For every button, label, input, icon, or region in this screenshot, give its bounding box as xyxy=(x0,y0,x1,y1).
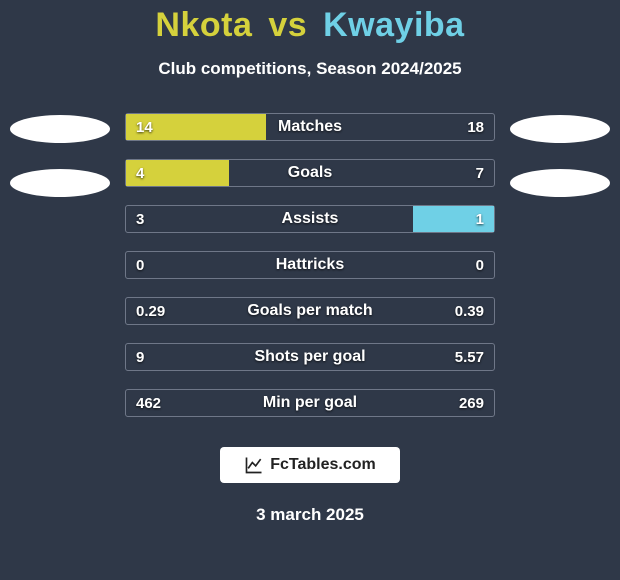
title-player1: Nkota xyxy=(155,6,252,44)
stat-row: 3Assists1 xyxy=(125,205,495,233)
right-logo-column xyxy=(500,113,620,417)
stat-value-right: 5.57 xyxy=(455,344,484,370)
comparison-card: Nkota vs Kwayiba Club competitions, Seas… xyxy=(0,0,620,580)
chart-icon xyxy=(244,455,264,475)
stat-value-right: 269 xyxy=(459,390,484,416)
team-logo-placeholder xyxy=(510,169,610,197)
stat-rows: 14Matches18 4Goals7 3Assists1 0Hattricks0 0.… xyxy=(125,113,495,417)
page-title: Nkota vs Kwayiba xyxy=(155,6,464,45)
brand-text: FcTables.com xyxy=(270,456,376,474)
stat-row: 0Hattricks0 xyxy=(125,251,495,279)
stat-value-right: 0.39 xyxy=(455,298,484,324)
stat-label: Shots per goal xyxy=(126,344,494,370)
team-logo-placeholder xyxy=(510,115,610,143)
stat-label: Goals per match xyxy=(126,298,494,324)
brand-badge[interactable]: FcTables.com xyxy=(220,447,400,483)
team-logo-placeholder xyxy=(10,169,110,197)
stat-value-right: 7 xyxy=(476,160,484,186)
comparison-grid: 14Matches18 4Goals7 3Assists1 0Hattricks0 0.… xyxy=(0,113,620,417)
title-vs: vs xyxy=(268,6,307,44)
stat-label: Assists xyxy=(126,206,494,232)
stat-row: 0.29Goals per match0.39 xyxy=(125,297,495,325)
stat-label: Hattricks xyxy=(126,252,494,278)
stat-value-right: 18 xyxy=(467,114,484,140)
stat-label: Goals xyxy=(126,160,494,186)
stat-value-right: 1 xyxy=(476,206,484,232)
footer-date: 3 march 2025 xyxy=(256,505,364,525)
title-player2: Kwayiba xyxy=(323,6,464,44)
stat-row: 4Goals7 xyxy=(125,159,495,187)
team-logo-placeholder xyxy=(10,115,110,143)
stat-label: Min per goal xyxy=(126,390,494,416)
stat-row: 9Shots per goal5.57 xyxy=(125,343,495,371)
stat-value-right: 0 xyxy=(476,252,484,278)
stat-row: 462Min per goal269 xyxy=(125,389,495,417)
stat-row: 14Matches18 xyxy=(125,113,495,141)
subtitle: Club competitions, Season 2024/2025 xyxy=(158,59,461,79)
left-logo-column xyxy=(0,113,120,417)
stat-label: Matches xyxy=(126,114,494,140)
